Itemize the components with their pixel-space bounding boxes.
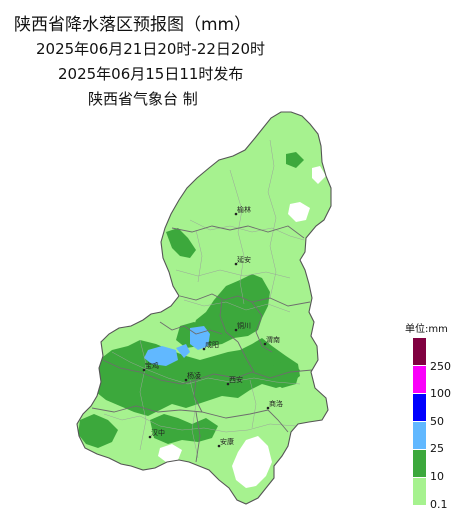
zone-25-50-a [190,326,210,350]
legend-label-25: 25 [430,442,444,455]
legend-label-0-1: 0.1 [430,498,448,511]
no-rain-southwest [158,444,182,462]
city-label-yanan: 延安 [237,255,251,264]
city-label-weinan: 渭南 [266,335,280,344]
zone-25-50-b [144,346,178,366]
city-dot-xianyang [202,347,206,351]
city-label-hanzhong: 汉中 [151,428,165,437]
issuer: 陕西省气象台 制 [88,90,198,108]
legend-label-250: 250 [430,360,451,373]
city-markers: 榆林 延安 铜川 渭南 咸阳 宝鸡 杨凌 西安 商洛 汉中 安康 [142,205,283,448]
zone-10-25-central [192,274,270,346]
legend-swatch-250 [413,338,426,366]
city-dot-yulin [234,212,238,216]
zone-10-25-hanzhong [78,414,118,448]
city-dot-xian [226,382,230,386]
city-label-xian: 西安 [229,375,243,384]
city-dot-tongchuan [234,328,238,332]
zone-10-25-northpatch [286,152,304,168]
county-boundaries [103,139,305,459]
legend-label-10: 10 [430,470,444,483]
map-title: 陕西省降水落区预报图（mm） [14,15,252,35]
city-dot-yanan [234,262,238,266]
legend-label-100: 100 [430,387,451,400]
legend-swatch-10 [413,450,426,478]
city-dot-yangling [184,378,188,382]
city-dot-ankang [217,444,221,448]
zone-25-50-c [176,344,190,358]
legend-swatch-50 [413,394,426,422]
legend-swatch-0-1 [413,478,426,506]
city-label-shangluo: 商洛 [269,399,283,408]
no-rain-ankang [232,436,272,488]
legend-label-50: 50 [430,415,444,428]
zone-10-25-east [270,360,300,388]
province-outline [76,111,332,505]
city-dot-weinan [263,342,267,346]
city-label-ankang: 安康 [220,437,234,446]
city-label-yangling: 杨凌 [187,371,201,380]
city-label-tongchuan: 铜川 [237,321,251,330]
zone-10-25-ankang [150,414,218,444]
province-shape [77,112,331,504]
city-label-baoji: 宝鸡 [145,361,159,370]
forecast-period: 2025年06月21日20时-22日20时 [36,40,266,58]
city-dot-baoji [142,368,146,372]
city-label-xianyang: 咸阳 [205,340,219,349]
no-rain-east [312,166,326,184]
city-dot-shangluo [266,406,270,410]
legend-unit: 单位:mm [405,324,448,335]
city-label-yulin: 榆林 [237,205,251,214]
prefecture-boundaries [91,225,313,463]
rain-zones [78,152,326,488]
legend-swatch-25 [413,422,426,450]
legend-swatch-100 [413,366,426,394]
city-dot-hanzhong [148,435,152,439]
no-rain-yulin [288,202,310,222]
zone-10-25-north [166,228,196,258]
issue-time: 2025年06月15日11时发布 [58,65,244,83]
